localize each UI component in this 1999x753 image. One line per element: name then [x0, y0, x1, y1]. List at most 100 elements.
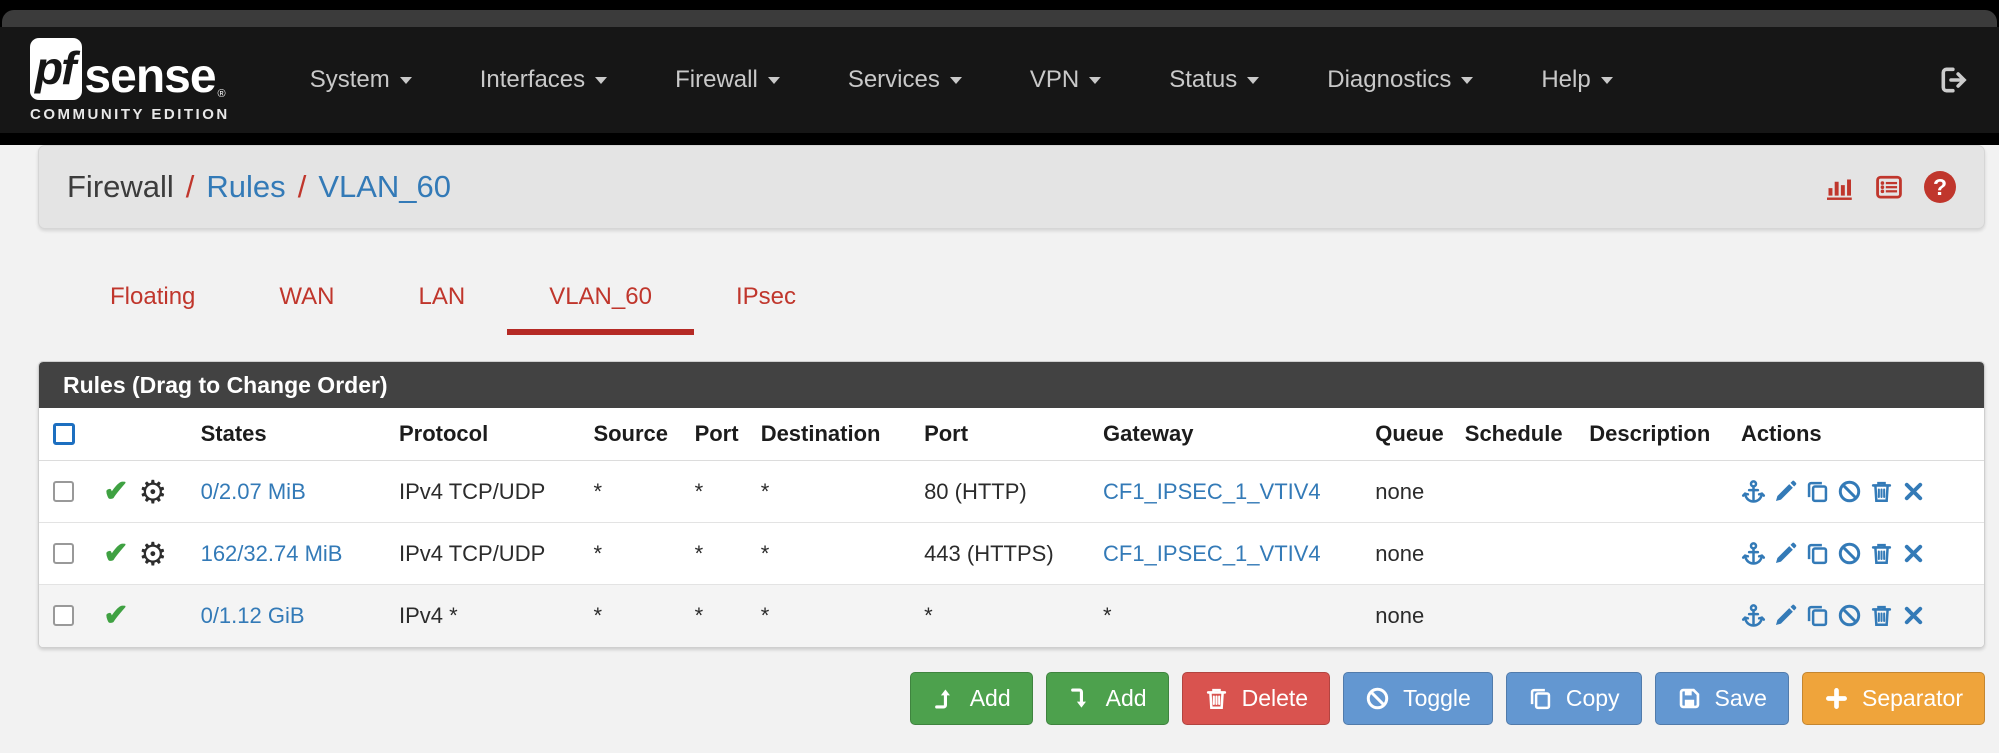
- add-rule-bottom-button[interactable]: Add: [1045, 671, 1169, 725]
- delete-button[interactable]: Delete: [1181, 671, 1331, 725]
- page-header-icons: ?: [1824, 171, 1956, 203]
- table-row[interactable]: ✔ 0/1.12 GiB IPv4 * * * * * * none: [39, 584, 1984, 647]
- copy-icon[interactable]: [1805, 479, 1830, 504]
- nav-item-interfaces[interactable]: Interfaces: [446, 66, 641, 94]
- chevron-down-icon: [767, 77, 780, 85]
- rule-pass-icon: ✔: [103, 474, 129, 508]
- nav-item-help[interactable]: Help: [1507, 66, 1646, 94]
- screen-top-strip: [0, 0, 1999, 10]
- trash-icon: [1206, 688, 1226, 709]
- edit-pencil-icon[interactable]: [1773, 479, 1798, 504]
- column-gateway: Gateway: [1097, 408, 1370, 461]
- edit-pencil-icon[interactable]: [1773, 541, 1798, 566]
- dest-port-cell: 443 (HTTPS): [918, 522, 1097, 585]
- level-down-icon: [1070, 688, 1088, 709]
- tab-lan[interactable]: LAN: [418, 283, 466, 310]
- row-checkbox[interactable]: [53, 543, 74, 564]
- column-protocol: Protocol: [392, 408, 588, 461]
- source-port-cell: *: [688, 522, 755, 585]
- tab-ipsec[interactable]: IPsec: [735, 283, 796, 310]
- source-port-cell: *: [694, 602, 704, 628]
- ban-icon: [1366, 687, 1389, 709]
- description-cell: [1583, 460, 1735, 523]
- trash-icon[interactable]: [1869, 603, 1894, 628]
- chevron-down-icon: [1600, 77, 1613, 85]
- interface-tabs: Floating WAN LAN VLAN_60 IPsec: [38, 271, 1985, 335]
- copy-button[interactable]: Copy: [1505, 671, 1642, 725]
- gateway-link[interactable]: CF1_IPSEC_1_VTIV4: [1103, 478, 1321, 504]
- disable-ban-icon[interactable]: [1837, 603, 1862, 628]
- tab-floating[interactable]: Floating: [110, 283, 196, 310]
- nav-item-diagnostics[interactable]: Diagnostics: [1293, 66, 1507, 94]
- save-button[interactable]: Save: [1654, 671, 1789, 725]
- close-x-icon[interactable]: [1901, 603, 1926, 628]
- toggle-button[interactable]: Toggle: [1343, 671, 1493, 725]
- community-edition-label: COMMUNITY EDITION: [30, 105, 230, 123]
- table-row[interactable]: ✔ ⚙ 0/2.07 MiB IPv4 TCP/UDP * * * 80 (HT…: [39, 460, 1984, 523]
- main-navbar: pf sense ® COMMUNITY EDITION System Inte…: [0, 27, 1999, 133]
- queue-cell: none: [1369, 460, 1459, 523]
- description-cell: [1583, 522, 1735, 585]
- list-icon[interactable]: [1874, 172, 1904, 202]
- brand-sense-text: sense: [84, 49, 216, 103]
- breadcrumb-panel: Firewall / Rules / VLAN_60 ?: [38, 145, 1985, 229]
- states-link[interactable]: 0/1.12 GiB: [200, 602, 305, 628]
- protocol-cell: IPv4 *: [398, 602, 458, 628]
- queue-cell: none: [1375, 602, 1425, 628]
- column-source: Source: [587, 408, 689, 461]
- gateway-link[interactable]: CF1_IPSEC_1_VTIV4: [1103, 540, 1321, 566]
- anchor-icon[interactable]: [1741, 541, 1766, 566]
- help-icon[interactable]: ?: [1924, 171, 1956, 203]
- protocol-cell: IPv4 TCP/UDP: [392, 522, 588, 585]
- nav-item-status[interactable]: Status: [1135, 66, 1293, 94]
- breadcrumb-current[interactable]: VLAN_60: [318, 169, 452, 204]
- copy-icon[interactable]: [1805, 603, 1830, 628]
- row-checkbox[interactable]: [53, 605, 74, 627]
- select-all-checkbox[interactable]: [53, 423, 75, 445]
- rule-pass-icon: ✔: [103, 598, 129, 632]
- dest-port-cell: 80 (HTTP): [918, 460, 1097, 523]
- edit-pencil-icon[interactable]: [1773, 603, 1798, 628]
- states-link[interactable]: 0/2.07 MiB: [200, 478, 306, 504]
- disable-ban-icon[interactable]: [1837, 479, 1862, 504]
- logout-icon[interactable]: [1939, 65, 1969, 95]
- close-x-icon[interactable]: [1901, 541, 1926, 566]
- column-dest-port: Port: [918, 408, 1097, 461]
- table-row[interactable]: ✔ ⚙ 162/32.74 MiB IPv4 TCP/UDP * * * 443…: [39, 522, 1984, 585]
- anchor-icon[interactable]: [1741, 479, 1766, 504]
- row-checkbox[interactable]: [53, 481, 74, 502]
- separator-button[interactable]: Separator: [1801, 671, 1985, 725]
- source-cell: *: [593, 602, 602, 628]
- source-cell: *: [587, 460, 689, 523]
- tab-vlan-60[interactable]: VLAN_60: [507, 271, 694, 335]
- breadcrumb-separator: /: [297, 169, 307, 204]
- pfsense-logo[interactable]: pf sense ® COMMUNITY EDITION: [30, 37, 230, 123]
- source-cell: *: [587, 522, 689, 585]
- tab-wan[interactable]: WAN: [279, 283, 335, 310]
- nav-item-services[interactable]: Services: [814, 66, 996, 94]
- schedule-cell: [1458, 460, 1584, 523]
- states-link[interactable]: 162/32.74 MiB: [200, 540, 343, 566]
- nav-item-firewall[interactable]: Firewall: [641, 66, 814, 94]
- trash-icon[interactable]: [1869, 541, 1894, 566]
- column-destination: Destination: [754, 408, 919, 461]
- plus-icon: [1824, 686, 1849, 711]
- disable-ban-icon[interactable]: [1837, 541, 1862, 566]
- add-rule-top-button[interactable]: Add: [909, 671, 1033, 725]
- anchor-icon[interactable]: [1741, 603, 1766, 628]
- nav-item-system[interactable]: System: [276, 66, 446, 94]
- panel-title: Rules (Drag to Change Order): [39, 362, 1984, 408]
- chevron-down-icon: [949, 77, 962, 85]
- page-body: Firewall / Rules / VLAN_60 ? Floating WA…: [0, 145, 1999, 753]
- trash-icon[interactable]: [1869, 479, 1894, 504]
- breadcrumb-root: Firewall: [67, 169, 174, 204]
- nav-item-vpn[interactable]: VPN: [996, 66, 1135, 94]
- close-x-icon[interactable]: [1901, 479, 1926, 504]
- bar-chart-icon[interactable]: [1824, 172, 1854, 202]
- copy-icon[interactable]: [1805, 541, 1830, 566]
- column-description: Description: [1583, 408, 1735, 461]
- destination-cell: *: [760, 602, 770, 628]
- breadcrumb-link-rules[interactable]: Rules: [206, 169, 286, 204]
- rule-pass-icon: ✔: [103, 536, 129, 570]
- source-port-cell: *: [688, 460, 755, 523]
